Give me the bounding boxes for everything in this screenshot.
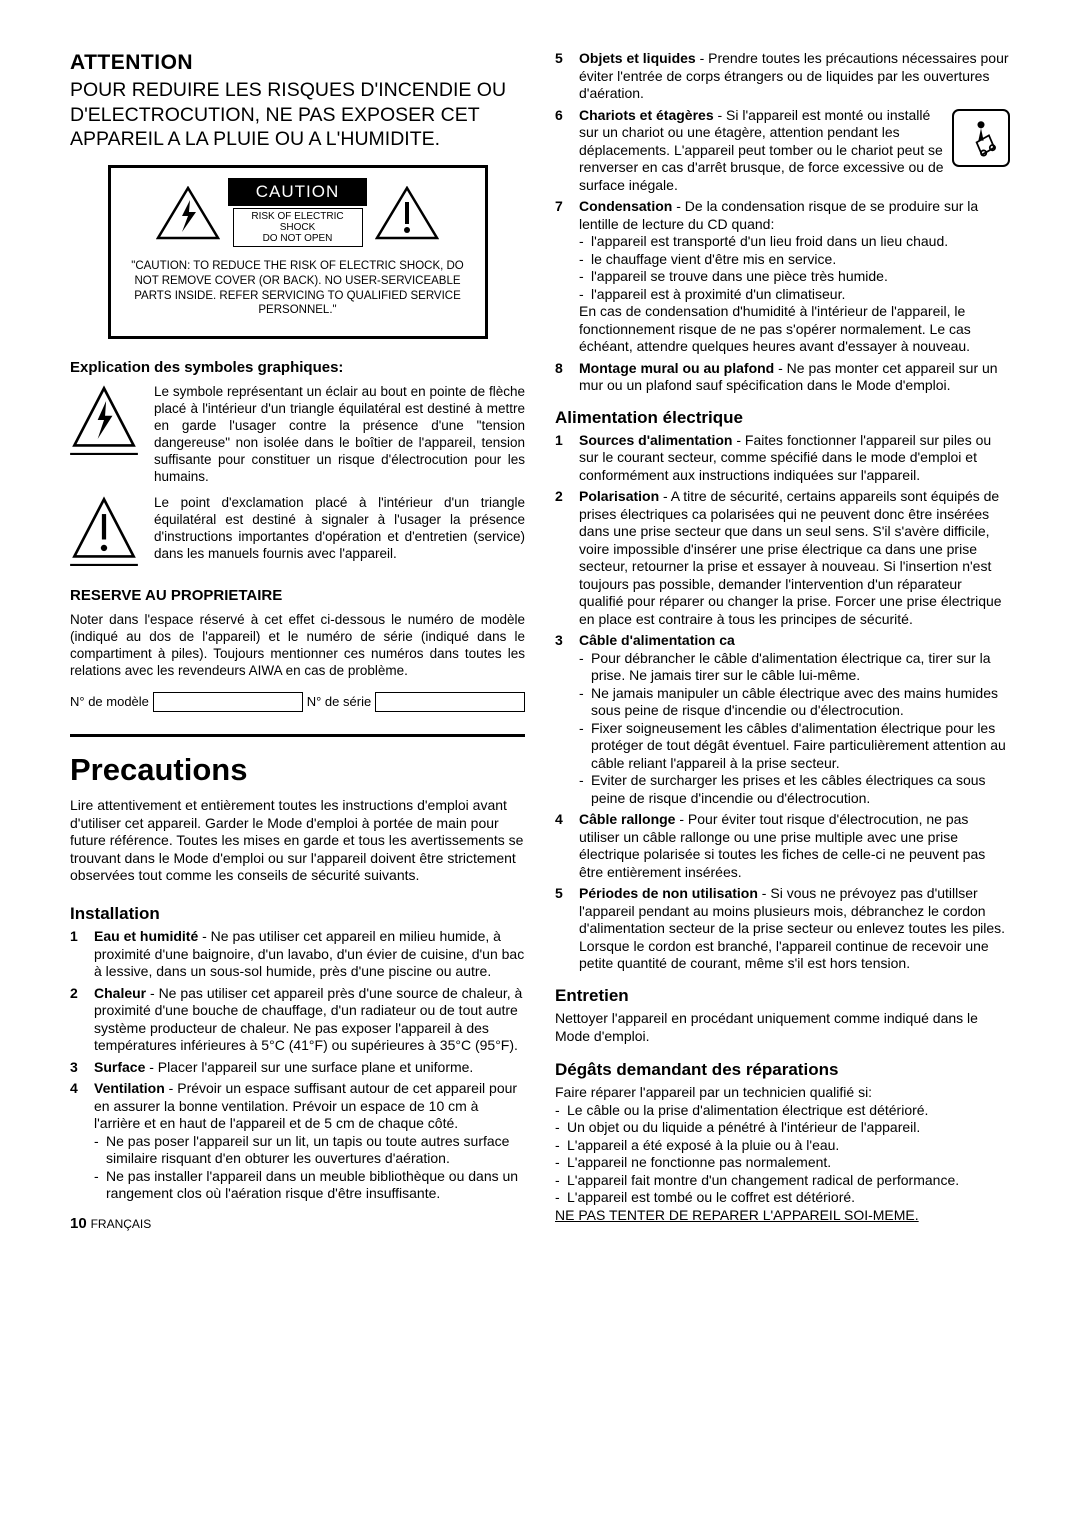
list-item: 8Montage mural ou au plafond - Ne pas mo… xyxy=(555,360,1010,395)
installation-list: 1Eau et humidité - Ne pas utiliser cet a… xyxy=(70,928,525,1207)
repairs-intro: Faire réparer l'appareil par un technici… xyxy=(555,1084,1010,1102)
serial-input[interactable] xyxy=(375,692,525,712)
caution-small2: DO NOT OPEN xyxy=(263,233,333,244)
page-footer: 10 FRANÇAIS xyxy=(70,1215,525,1234)
model-serial-row: N° de modèle N° de série xyxy=(70,692,525,712)
right-column: 5Objets et liquides - Prendre toutes les… xyxy=(555,50,1010,1233)
list-item: 2Chaleur - Ne pas utiliser cet appareil … xyxy=(70,985,525,1055)
left-column: ATTENTION POUR REDUIRE LES RISQUES D'INC… xyxy=(70,50,525,1233)
symbol-bolt-text: Le symbole représentant un éclair au bou… xyxy=(154,384,525,485)
entretien-body: Nettoyer l'appareil en procédant uniquem… xyxy=(555,1010,1010,1045)
installation-heading: Installation xyxy=(70,903,525,924)
list-item: 7Condensation - De la condensation risqu… xyxy=(555,198,1010,356)
power-heading: Alimentation électrique xyxy=(555,407,1010,428)
repairs-heading: Dégâts demandant des réparations xyxy=(555,1059,1010,1080)
list-item: 3Câble d'alimentation ca -Pour débranche… xyxy=(555,632,1010,807)
precautions-title: Precautions xyxy=(70,751,525,790)
list-item: 5Périodes de non utilisation - Si vous n… xyxy=(555,885,1010,973)
caution-box: CAUTION RISK OF ELECTRIC SHOCK DO NOT OP… xyxy=(108,165,488,339)
attention-body: POUR REDUIRE LES RISQUES D'INCENDIE OU D… xyxy=(70,78,525,151)
caution-text: "CAUTION: TO REDUCE THE RISK OF ELECTRIC… xyxy=(125,259,471,319)
precautions-intro: Lire attentivement et entièrement toutes… xyxy=(70,797,525,885)
caution-small1: RISK OF ELECTRIC SHOCK xyxy=(251,211,343,233)
caution-label: CAUTION xyxy=(228,178,368,205)
repairs-final: NE PAS TENTER DE REPARER L'APPAREIL SOI-… xyxy=(555,1207,1010,1225)
reserve-body: Noter dans l'espace réservé à cet effet … xyxy=(70,612,525,680)
list-item: 6 Chariots et étagères - Si l'appareil e… xyxy=(555,107,1010,195)
symbol-excl-row: Le point d'exclamation placé à l'intérie… xyxy=(70,495,525,567)
reserve-heading: RESERVE AU PROPRIETAIRE xyxy=(70,587,525,606)
symbols-heading: Explication des symboles graphiques: xyxy=(70,359,525,378)
lightning-triangle-icon xyxy=(70,384,138,456)
list-item: 4Câble rallonge - Pour éviter tout risqu… xyxy=(555,811,1010,881)
list-item: 5Objets et liquides - Prendre toutes les… xyxy=(555,50,1010,103)
symbol-bolt-row: Le symbole représentant un éclair au bou… xyxy=(70,384,525,485)
model-input[interactable] xyxy=(153,692,303,712)
list-item: 1Sources d'alimentation - Faites fonctio… xyxy=(555,432,1010,485)
entretien-heading: Entretien xyxy=(555,985,1010,1006)
caution-small-box: RISK OF ELECTRIC SHOCK DO NOT OPEN xyxy=(233,208,363,247)
lightning-triangle-icon xyxy=(156,186,220,240)
list-item: 1Eau et humidité - Ne pas utiliser cet a… xyxy=(70,928,525,981)
model-label: N° de modèle xyxy=(70,694,149,710)
attention-heading: ATTENTION xyxy=(70,50,525,76)
list-item: 3Surface - Placer l'appareil sur une sur… xyxy=(70,1059,525,1077)
cart-tip-icon xyxy=(952,109,1010,167)
list-item: 2Polarisation - A titre de sécurité, cer… xyxy=(555,488,1010,628)
serial-label: N° de série xyxy=(307,694,371,710)
section-divider xyxy=(70,734,525,737)
repairs-block: Faire réparer l'appareil par un technici… xyxy=(555,1084,1010,1224)
installation-list-right: 5Objets et liquides - Prendre toutes les… xyxy=(555,50,1010,399)
power-list: 1Sources d'alimentation - Faites fonctio… xyxy=(555,432,1010,977)
reserve-block: Noter dans l'espace réservé à cet effet … xyxy=(70,612,525,680)
exclamation-triangle-icon xyxy=(375,186,439,240)
symbol-excl-text: Le point d'exclamation placé à l'intérie… xyxy=(154,495,525,567)
exclamation-triangle-icon xyxy=(70,495,138,567)
list-item: 4Ventilation - Prévoir un espace suffisa… xyxy=(70,1080,525,1203)
